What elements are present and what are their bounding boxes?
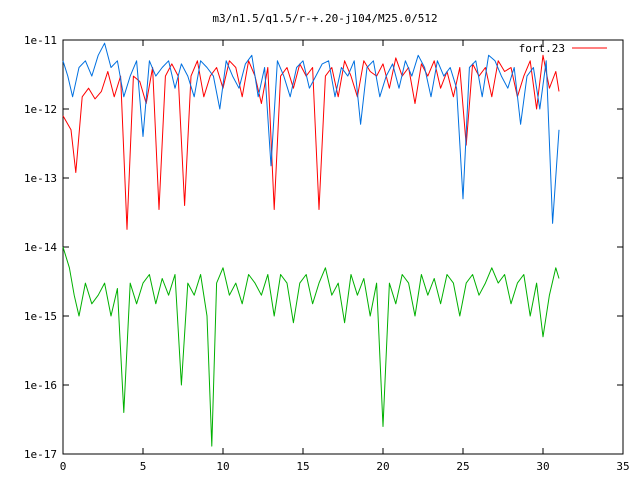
series-layer <box>62 42 560 447</box>
y-tick-label: 1e-15 <box>24 310 57 323</box>
legend: fort.23 <box>519 42 607 55</box>
x-tick-label: 25 <box>456 460 469 473</box>
series-line-blue <box>62 42 560 224</box>
chart-title: m3/n1.5/q1.5/r-+.20-j104/M25.0/512 <box>212 12 437 25</box>
x-tick-label: 15 <box>296 460 309 473</box>
x-tick-label: 20 <box>376 460 389 473</box>
y-tick-label: 1e-14 <box>24 241 57 254</box>
y-tick-label: 1e-17 <box>24 448 57 461</box>
y-tick-label: 1e-11 <box>24 34 57 47</box>
x-tick-label: 10 <box>216 460 229 473</box>
x-tick-label: 0 <box>60 460 67 473</box>
axis-ticks: 0 5 10 15 20 25 30 35 1e-17 1e-16 1e-15 1e-14 1e-13 1… <box>24 34 630 473</box>
x-tick-label: 30 <box>536 460 549 473</box>
series-line-green <box>62 246 560 447</box>
y-tick-label: 1e-16 <box>24 379 57 392</box>
x-tick-label: 35 <box>616 460 629 473</box>
x-tick-label: 5 <box>140 460 147 473</box>
y-tick-label: 1e-12 <box>24 103 57 116</box>
legend-label: fort.23 <box>519 42 565 55</box>
y-tick-label: 1e-13 <box>24 172 57 185</box>
